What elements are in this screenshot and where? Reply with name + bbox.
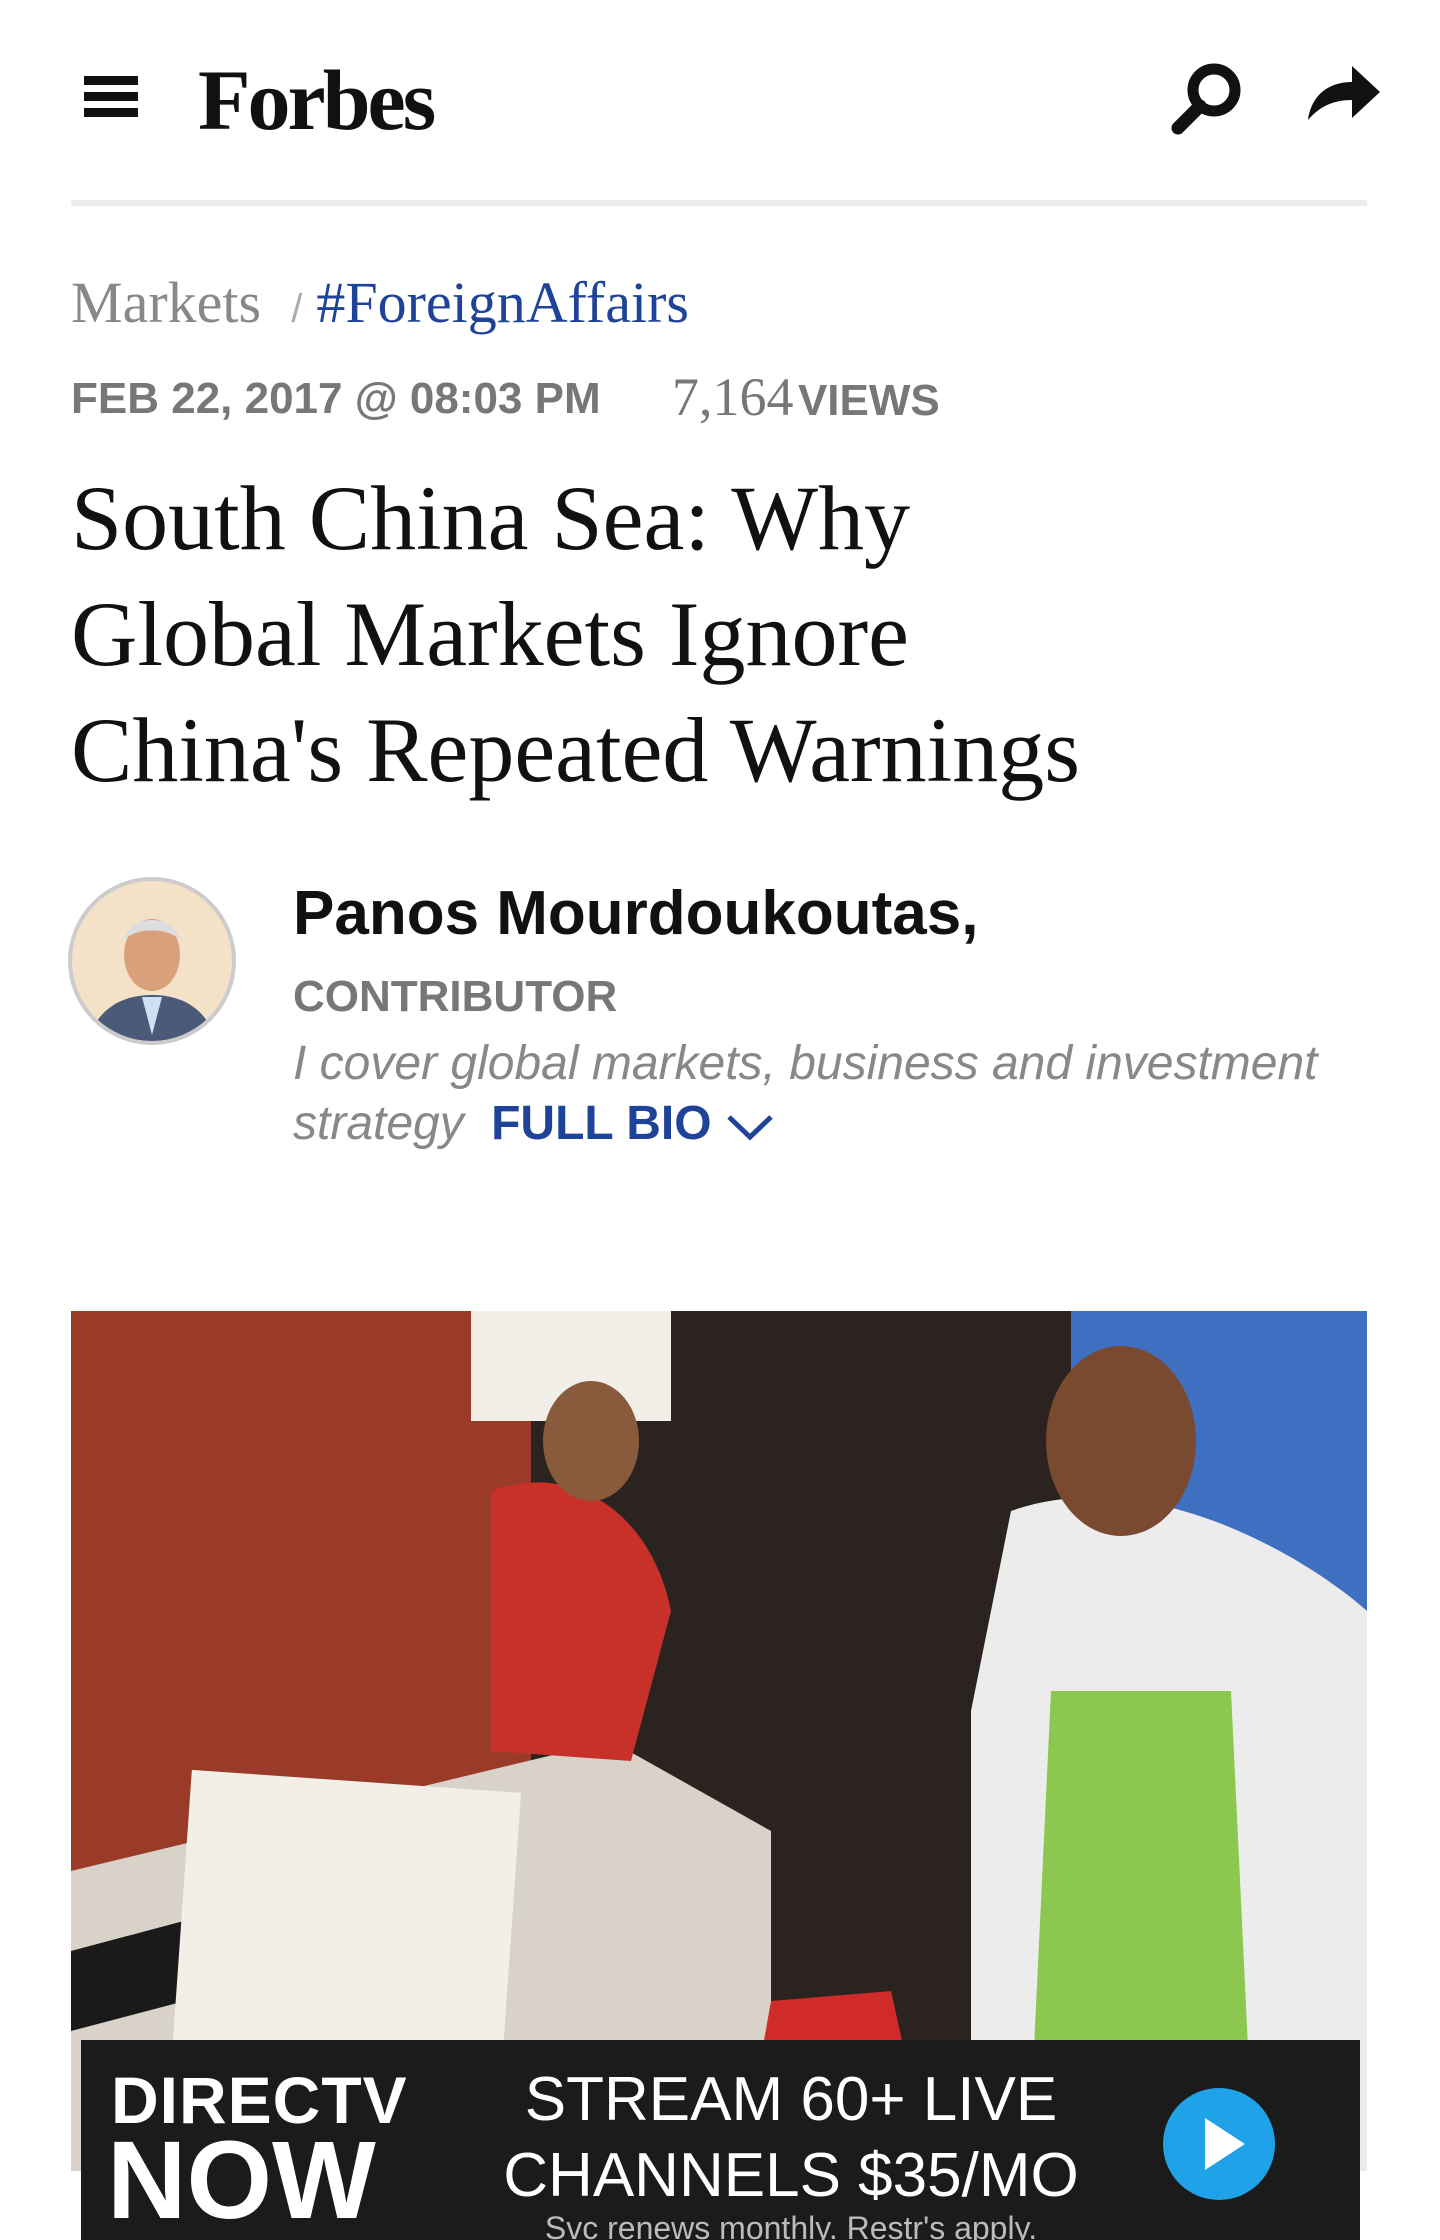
ad-brand-bottom: NOW — [107, 2119, 376, 2240]
title-line: Global Markets Ignore — [71, 583, 909, 685]
title-line: South China Sea: Why — [71, 467, 911, 569]
views-count: 7,164 — [672, 367, 794, 427]
breadcrumb: Markets / #ForeignAffairs — [71, 268, 689, 344]
tag-link[interactable]: #ForeignAffairs — [316, 270, 689, 335]
date: FEB 22, 2017 @ 08:03 PM — [71, 374, 601, 423]
ad-brand-top: DIRECTV — [111, 2063, 408, 2137]
logo[interactable]: Forbes — [198, 52, 436, 148]
ad-play-button[interactable] — [1161, 2086, 1277, 2202]
bio-text: I cover global markets, business and inv… — [293, 1037, 1318, 1150]
title-line: China's Repeated Warnings — [71, 699, 1081, 801]
search-button[interactable] — [1168, 60, 1248, 136]
ad-headline-line: CHANNELS $35/MO — [503, 2141, 1079, 2210]
section-link[interactable]: Markets — [71, 270, 262, 335]
separator: / — [291, 287, 303, 331]
author-name[interactable]: Panos Mourdoukoutas, — [293, 879, 979, 948]
ad-note: Svc renews monthly. Restr's apply. — [544, 2210, 1038, 2240]
share-button[interactable] — [1304, 62, 1384, 128]
full-bio-text: FULL BIO — [491, 1097, 712, 1150]
ad-headline: STREAM 60+ LIVE CHANNELS $35/MO — [491, 2062, 1091, 2214]
divider — [71, 200, 1367, 206]
ad-headline-line: STREAM 60+ LIVE — [524, 2065, 1058, 2134]
views: 7,164 VIEWS — [672, 366, 940, 428]
ad-banner[interactable]: DIRECTV NOW STREAM 60+ LIVE CHANNELS $35… — [81, 2040, 1360, 2240]
chevron-icon — [727, 1115, 773, 1141]
author-avatar[interactable] — [66, 875, 238, 1047]
menu-button[interactable] — [84, 76, 138, 118]
article-title: South China Sea: Why Global Markets Igno… — [71, 460, 1080, 808]
full-bio-link[interactable]: FULL BIO — [491, 1097, 775, 1150]
views-label: VIEWS — [797, 376, 940, 425]
author-role: CONTRIBUTOR — [293, 972, 618, 1021]
author-bio: I cover global markets, business and inv… — [293, 1034, 1367, 1154]
